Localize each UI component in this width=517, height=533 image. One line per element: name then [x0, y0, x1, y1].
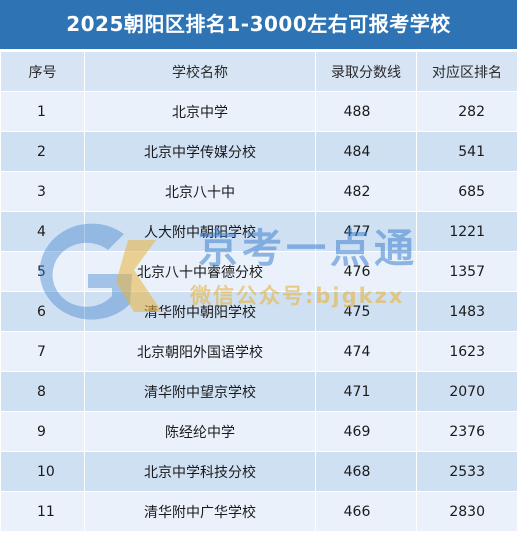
- row-number-cell: 9: [0, 411, 85, 452]
- table-row: 1 北京中学 488 282: [0, 91, 517, 132]
- score-cell: 482: [315, 171, 417, 212]
- score-cell: 476: [315, 251, 417, 292]
- district-rank-cell: 2376: [416, 411, 517, 452]
- column-header-school: 学校名称: [84, 51, 316, 92]
- row-number-cell: 2: [0, 131, 85, 172]
- score-cell: 468: [315, 451, 417, 492]
- school-name-cell: 清华附中广华学校: [84, 491, 316, 532]
- district-rank-cell: 1623: [416, 331, 517, 372]
- table-row: 4 人大附中朝阳学校 477 1221: [0, 211, 517, 252]
- row-number-cell: 8: [0, 371, 85, 412]
- school-name-cell: 清华附中朝阳学校: [84, 291, 316, 332]
- district-rank-cell: 541: [416, 131, 517, 172]
- district-rank-cell: 685: [416, 171, 517, 212]
- table-body: 1 北京中学 488 282 2 北京中学传媒分校 484 541 3 北京八十中 482 685 4 人…: [0, 91, 517, 532]
- district-rank-cell: 1221: [416, 211, 517, 252]
- school-name-cell: 陈经纶中学: [84, 411, 316, 452]
- table-row: 5 北京八十中睿德分校 476 1357: [0, 251, 517, 292]
- score-cell: 471: [315, 371, 417, 412]
- district-rank-cell: 1357: [416, 251, 517, 292]
- table-row: 6 清华附中朝阳学校 475 1483: [0, 291, 517, 332]
- table-header-row: 序号 学校名称 录取分数线 对应区排名: [0, 51, 517, 92]
- column-header-score: 录取分数线: [315, 51, 417, 92]
- score-cell: 466: [315, 491, 417, 532]
- school-name-cell: 清华附中望京学校: [84, 371, 316, 412]
- district-rank-cell: 2070: [416, 371, 517, 412]
- row-number-cell: 5: [0, 251, 85, 292]
- score-cell: 488: [315, 91, 417, 132]
- score-cell: 477: [315, 211, 417, 252]
- table-row: 7 北京朝阳外国语学校 474 1623: [0, 331, 517, 372]
- row-number-cell: 11: [0, 491, 85, 532]
- row-number-cell: 1: [0, 91, 85, 132]
- school-name-cell: 人大附中朝阳学校: [84, 211, 316, 252]
- row-number-cell: 4: [0, 211, 85, 252]
- table-row: 9 陈经纶中学 469 2376: [0, 411, 517, 452]
- district-rank-cell: 2533: [416, 451, 517, 492]
- school-name-cell: 北京八十中: [84, 171, 316, 212]
- row-number-cell: 7: [0, 331, 85, 372]
- page-title: 2025朝阳区排名1-3000左右可报考学校: [0, 0, 517, 49]
- score-cell: 474: [315, 331, 417, 372]
- column-header-rank: 对应区排名: [416, 51, 517, 92]
- school-name-cell: 北京中学传媒分校: [84, 131, 316, 172]
- table-row: 3 北京八十中 482 685: [0, 171, 517, 212]
- score-cell: 469: [315, 411, 417, 452]
- school-name-cell: 北京朝阳外国语学校: [84, 331, 316, 372]
- score-cell: 484: [315, 131, 417, 172]
- school-rank-table: 序号 学校名称 录取分数线 对应区排名 1 北京中学 488 282 2 北京中学传媒分校…: [0, 51, 517, 532]
- table-row: 10 北京中学科技分校 468 2533: [0, 451, 517, 492]
- district-rank-cell: 282: [416, 91, 517, 132]
- district-rank-cell: 2830: [416, 491, 517, 532]
- score-cell: 475: [315, 291, 417, 332]
- row-number-cell: 10: [0, 451, 85, 492]
- table-row: 11 清华附中广华学校 466 2830: [0, 491, 517, 532]
- table-row: 2 北京中学传媒分校 484 541: [0, 131, 517, 172]
- school-name-cell: 北京中学: [84, 91, 316, 132]
- school-name-cell: 北京中学科技分校: [84, 451, 316, 492]
- row-number-cell: 6: [0, 291, 85, 332]
- column-header-no: 序号: [0, 51, 85, 92]
- row-number-cell: 3: [0, 171, 85, 212]
- school-name-cell: 北京八十中睿德分校: [84, 251, 316, 292]
- district-rank-cell: 1483: [416, 291, 517, 332]
- table-row: 8 清华附中望京学校 471 2070: [0, 371, 517, 412]
